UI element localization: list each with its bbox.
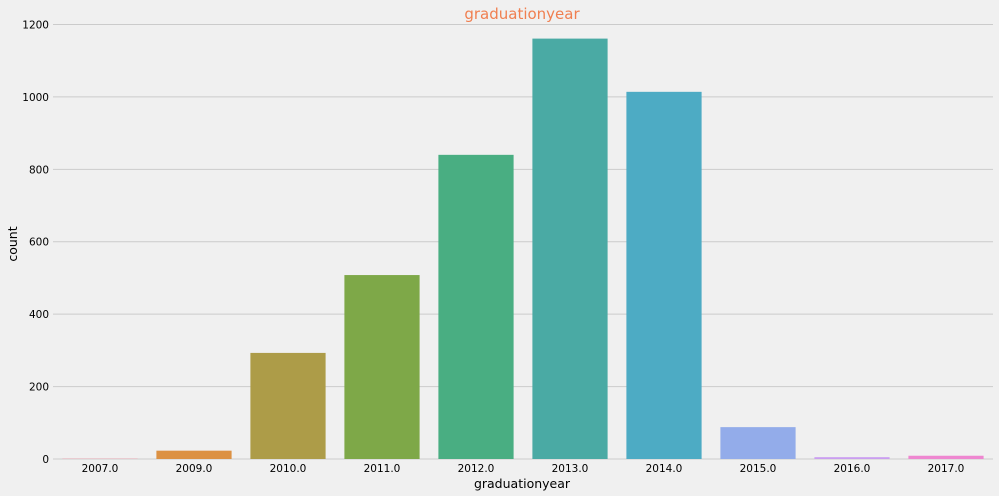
y-tick-labels: 0 200 400 600 800 1000 1200 xyxy=(22,19,49,466)
y-axis-label: count xyxy=(5,226,20,261)
bar-2011.0 xyxy=(344,275,420,459)
y-tick-label: 1000 xyxy=(22,92,49,104)
x-tick-label: 2015.0 xyxy=(740,463,777,475)
y-tick-label: 400 xyxy=(29,309,49,321)
x-axis-label: graduationyear xyxy=(474,476,571,491)
x-tick-label: 2007.0 xyxy=(82,463,119,475)
y-tick-label: 1200 xyxy=(22,19,49,31)
bar-2010.0 xyxy=(250,352,326,459)
x-tick-label: 2010.0 xyxy=(270,463,307,475)
x-tick-label: 2011.0 xyxy=(364,463,401,475)
y-tick-label: 0 xyxy=(42,454,49,466)
x-tick-labels: 2007.0 2009.0 2010.0 2011.0 2012.0 2013.0 2014… xyxy=(82,463,965,475)
y-tick-label: 600 xyxy=(29,237,49,249)
x-tick-label: 2014.0 xyxy=(646,463,683,475)
bar-2016.0 xyxy=(814,457,890,459)
bars xyxy=(62,38,984,460)
bar-2013.0 xyxy=(532,38,608,459)
bar-2017.0 xyxy=(908,455,984,459)
bar-2014.0 xyxy=(626,91,702,460)
x-tick-label: 2012.0 xyxy=(458,463,495,475)
chart-title: graduationyear xyxy=(464,5,580,23)
bar-2009.0 xyxy=(156,450,232,459)
x-tick-label: 2016.0 xyxy=(834,463,871,475)
x-tick-label: 2017.0 xyxy=(928,463,965,475)
y-tick-label: 800 xyxy=(29,164,49,176)
bar-2015.0 xyxy=(720,427,796,459)
x-tick-label: 2013.0 xyxy=(552,463,589,475)
bar-2012.0 xyxy=(438,154,514,459)
x-tick-label: 2009.0 xyxy=(176,463,213,475)
y-tick-label: 200 xyxy=(29,382,49,394)
